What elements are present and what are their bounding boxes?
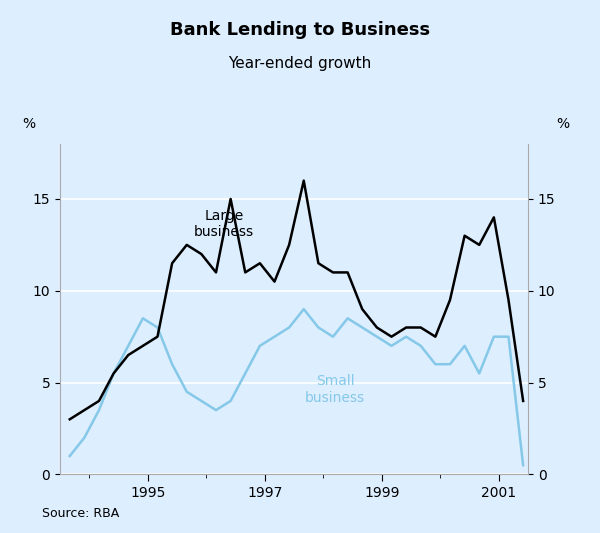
- Text: Source: RBA: Source: RBA: [42, 507, 119, 520]
- Text: %: %: [556, 117, 569, 131]
- Text: Bank Lending to Business: Bank Lending to Business: [170, 21, 430, 39]
- Text: Year-ended growth: Year-ended growth: [229, 56, 371, 71]
- Text: Large
business: Large business: [194, 209, 254, 239]
- Text: Small
business: Small business: [305, 374, 365, 405]
- Text: %: %: [23, 117, 35, 131]
